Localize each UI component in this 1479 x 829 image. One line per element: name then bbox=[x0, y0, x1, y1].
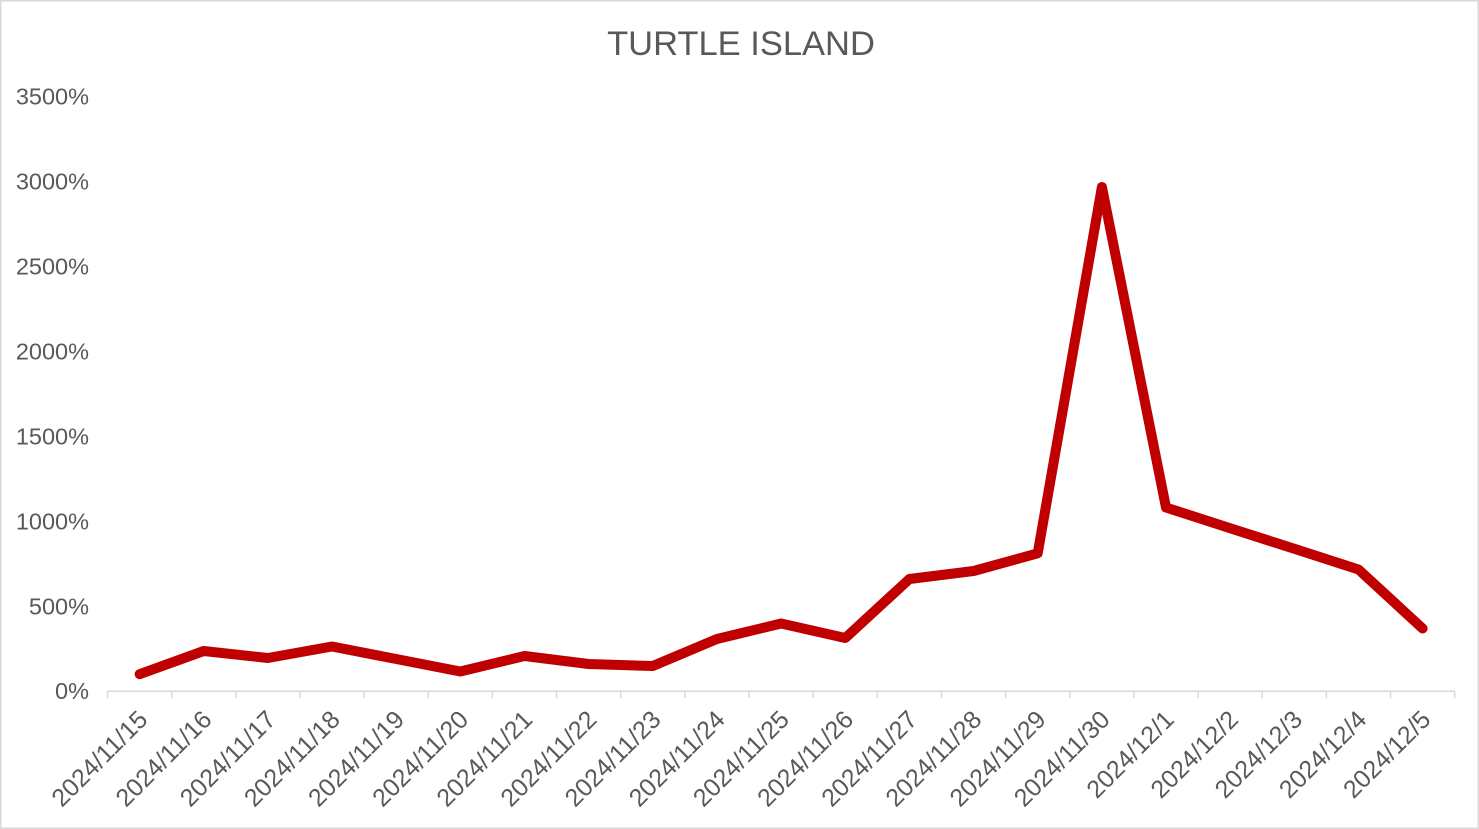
svg-text:TURTLE ISLAND: TURTLE ISLAND bbox=[607, 25, 875, 63]
svg-text:2500%: 2500% bbox=[16, 254, 89, 280]
svg-text:1000%: 1000% bbox=[16, 508, 89, 534]
svg-text:3000%: 3000% bbox=[16, 169, 89, 195]
svg-text:500%: 500% bbox=[29, 593, 89, 619]
svg-text:2000%: 2000% bbox=[16, 338, 89, 364]
svg-text:3500%: 3500% bbox=[16, 84, 89, 110]
svg-text:0%: 0% bbox=[55, 678, 89, 704]
svg-text:1500%: 1500% bbox=[16, 423, 89, 449]
